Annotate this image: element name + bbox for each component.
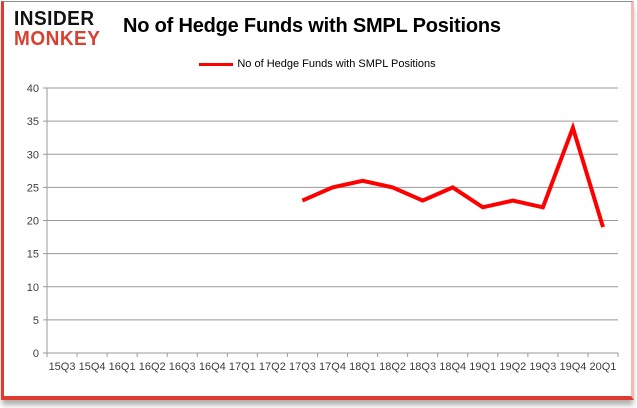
legend-line-marker (199, 62, 234, 66)
y-axis-label: 20 (27, 216, 39, 228)
logo-text-insider: INSIDER (14, 7, 95, 30)
y-axis-label: 40 (27, 83, 39, 95)
line-chart-plot: 0 5 10 15 20 25 30 35 40 15Q3 15Q4 16Q1 16Q2 16Q3 16Q4… (27, 83, 619, 373)
x-axis-label: 17Q3 (289, 361, 316, 373)
x-axis-label: 16Q3 (169, 361, 196, 373)
data-series-line (301, 121, 605, 228)
x-axis-label: 19Q4 (559, 361, 586, 373)
x-axis-label: 17Q4 (319, 361, 346, 373)
x-axis-label: 17Q1 (229, 361, 256, 373)
x-axis-label: 19Q3 (529, 361, 556, 373)
x-axis-label: 18Q4 (439, 361, 466, 373)
y-axis-label: 0 (33, 348, 39, 360)
x-axis-label: 16Q2 (139, 361, 166, 373)
y-axis-label: 25 (27, 182, 39, 194)
x-axis-label: 16Q4 (199, 361, 226, 373)
x-axis-label: 18Q2 (379, 361, 406, 373)
insider-monkey-logo: INSIDER MONKEY (14, 7, 101, 50)
x-axis-label: 20Q1 (590, 361, 617, 373)
x-axis-label: 19Q1 (469, 361, 496, 373)
legend-label: No of Hedge Funds with SMPL Positions (237, 58, 436, 70)
y-axis-label: 10 (27, 282, 39, 294)
y-axis-label: 30 (27, 149, 39, 161)
x-axis-label: 17Q2 (259, 361, 286, 373)
x-axis-label: 15Q4 (79, 361, 106, 373)
chart-legend: No of Hedge Funds with SMPL Positions (4, 58, 631, 70)
x-axis-label: 19Q2 (499, 361, 526, 373)
chart-title: No of Hedge Funds with SMPL Positions (123, 15, 501, 37)
y-axis-label: 5 (33, 315, 39, 327)
x-axis-label: 18Q1 (349, 361, 376, 373)
x-axis-label: 16Q1 (109, 361, 136, 373)
y-axis-label: 15 (27, 249, 39, 261)
x-axis-label: 15Q3 (49, 361, 76, 373)
x-axis-label: 18Q3 (409, 361, 436, 373)
logo-text-monkey: MONKEY (14, 27, 101, 50)
y-axis-label: 35 (27, 116, 39, 128)
chart-frame: INSIDER MONKEY No of Hedge Funds with SM… (1, 1, 634, 400)
